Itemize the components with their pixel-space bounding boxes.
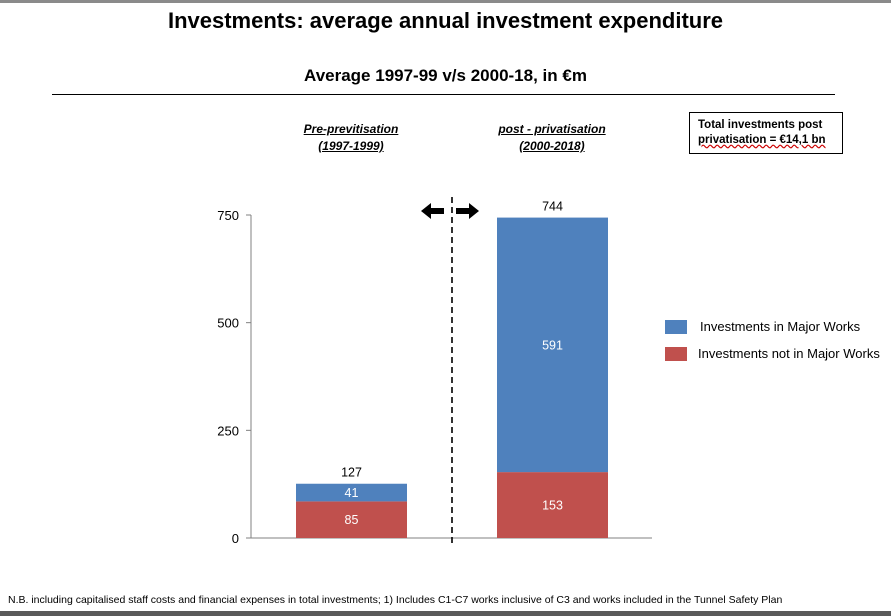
arrow-left-icon xyxy=(421,203,444,219)
period-label-pre-years: (1997-1999) xyxy=(318,139,384,153)
legend-label: Investments in Major Works xyxy=(700,319,861,334)
total-investments-note: Total investments post privatisation = €… xyxy=(689,112,843,154)
chart-subtitle: Average 1997-99 v/s 2000-18, in €m xyxy=(304,66,587,85)
footnote: N.B. including capitalised staff costs a… xyxy=(8,594,783,606)
top-border xyxy=(0,0,891,3)
period-label-pre-name: Pre-previtisation xyxy=(303,122,399,136)
bar-segment xyxy=(296,483,407,502)
legend-label: Investments not in Major Works xyxy=(698,346,880,361)
arrow-right-icon xyxy=(456,203,479,219)
period-label-post-years: (2000-2018) xyxy=(519,139,585,153)
legend-swatch xyxy=(665,320,687,334)
data-label: 85 xyxy=(345,513,359,527)
total-label: 744 xyxy=(542,200,563,214)
legend-swatch xyxy=(665,347,687,361)
header-rule xyxy=(52,94,835,95)
y-tick-label: 500 xyxy=(217,316,239,331)
period-label-post: post - privatisation (2000-2018) xyxy=(472,121,632,155)
bar-segment xyxy=(296,501,407,538)
bar-segment xyxy=(497,217,608,473)
page-title: Investments: average annual investment e… xyxy=(167,8,724,33)
y-tick-label: 250 xyxy=(217,423,239,438)
bottom-border xyxy=(0,611,891,616)
note-line-1: Total investments post xyxy=(698,119,823,131)
y-tick-label: 750 xyxy=(217,208,239,223)
bar-segment xyxy=(497,472,608,538)
period-label-post-name: post - privatisation xyxy=(498,122,606,136)
total-label: 127 xyxy=(341,465,362,479)
period-label-pre: Pre-previtisation (1997-1999) xyxy=(271,121,431,155)
data-label: 153 xyxy=(542,499,563,513)
note-line-2: privatisation = €14,1 bn xyxy=(698,134,826,146)
data-label: 41 xyxy=(345,486,359,500)
y-tick-label: 0 xyxy=(232,531,239,546)
data-label: 591 xyxy=(542,338,563,352)
